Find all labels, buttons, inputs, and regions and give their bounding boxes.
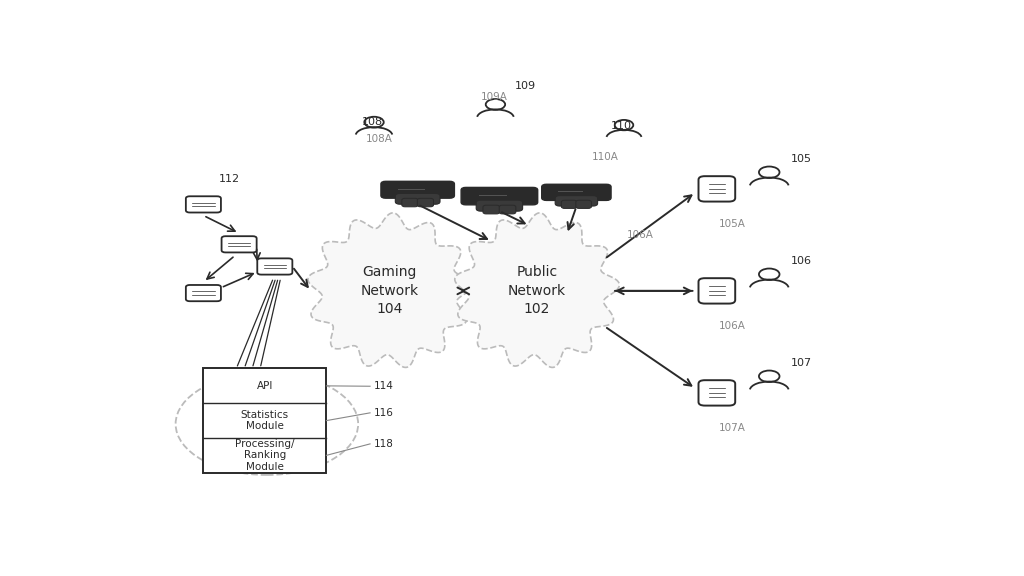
Text: 108A: 108A (367, 134, 393, 145)
FancyBboxPatch shape (185, 196, 221, 213)
Bar (204, 369, 327, 473)
FancyBboxPatch shape (698, 278, 735, 304)
Circle shape (176, 373, 358, 475)
Text: 116: 116 (374, 408, 394, 418)
Polygon shape (308, 213, 472, 367)
Text: 108: 108 (362, 116, 383, 127)
Text: 107: 107 (791, 358, 812, 369)
FancyBboxPatch shape (561, 200, 577, 209)
Circle shape (759, 370, 779, 382)
Text: 118: 118 (374, 439, 394, 449)
FancyBboxPatch shape (395, 194, 440, 204)
Text: 112: 112 (219, 174, 241, 184)
FancyBboxPatch shape (698, 380, 735, 406)
FancyBboxPatch shape (381, 181, 455, 198)
Text: 114: 114 (374, 381, 394, 391)
FancyBboxPatch shape (401, 198, 418, 207)
Text: 110A: 110A (592, 152, 620, 162)
FancyBboxPatch shape (461, 187, 538, 205)
Circle shape (759, 166, 779, 178)
Text: 107A: 107A (719, 423, 746, 433)
FancyBboxPatch shape (483, 205, 500, 214)
Text: 105A: 105A (719, 219, 746, 229)
Text: 106A: 106A (719, 321, 746, 331)
FancyBboxPatch shape (499, 205, 516, 214)
Circle shape (485, 99, 505, 110)
FancyBboxPatch shape (542, 184, 611, 200)
Text: 105: 105 (791, 154, 812, 165)
Text: 109A: 109A (481, 92, 508, 102)
Text: 110: 110 (610, 121, 632, 131)
FancyBboxPatch shape (185, 285, 221, 301)
Text: Gaming
Network
104: Gaming Network 104 (360, 266, 419, 316)
FancyBboxPatch shape (698, 176, 735, 202)
FancyBboxPatch shape (418, 198, 433, 207)
Text: Statistics
Module: Statistics Module (241, 410, 289, 431)
FancyBboxPatch shape (555, 196, 598, 206)
FancyBboxPatch shape (257, 259, 293, 275)
Polygon shape (455, 213, 620, 367)
Text: Processing/
Ranking
Module: Processing/ Ranking Module (236, 439, 295, 472)
Text: API: API (257, 381, 273, 391)
FancyBboxPatch shape (575, 200, 592, 209)
FancyBboxPatch shape (476, 200, 522, 211)
Text: 106: 106 (791, 256, 812, 267)
Circle shape (614, 120, 633, 130)
Text: Public
Network
102: Public Network 102 (508, 266, 566, 316)
Text: 106A: 106A (627, 230, 653, 240)
Circle shape (365, 117, 384, 128)
Text: 109: 109 (515, 81, 537, 91)
Circle shape (759, 268, 779, 280)
FancyBboxPatch shape (221, 236, 257, 252)
